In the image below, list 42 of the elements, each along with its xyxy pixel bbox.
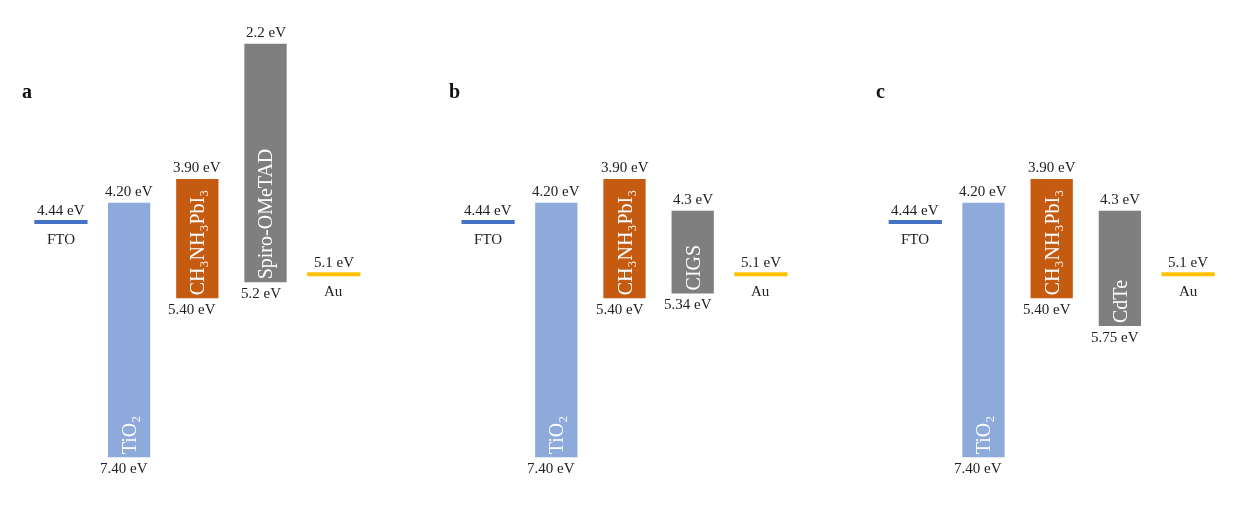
data-label: 4.44 eV (464, 202, 512, 218)
category-label: Au (1179, 283, 1198, 299)
category-label: TiO₂ (118, 415, 141, 455)
data-label: 4.3 eV (1100, 191, 1141, 207)
text: c (876, 80, 885, 102)
category-label: TiO₂ (545, 415, 568, 455)
data-label: 5.1 eV (1168, 254, 1209, 270)
data-label: 4.20 eV (532, 183, 580, 199)
text: b (449, 80, 461, 102)
data-label: 5.2 eV (241, 285, 282, 301)
data-label: 5.34 eV (664, 296, 712, 312)
category-label: Au (751, 283, 770, 299)
data-label: 5.75 eV (1091, 329, 1139, 345)
category-label: FTO (47, 231, 76, 247)
category-label: CdTe (1108, 279, 1131, 324)
category-label: FTO (901, 231, 930, 247)
category-label: Au (324, 283, 343, 299)
data-label: 3.90 eV (601, 159, 649, 175)
category-label: Spiro-OMeTAD (254, 148, 278, 280)
data-label: 4.20 eV (959, 183, 1007, 199)
category-label: CH₃NH₃PbI₃ (1040, 189, 1063, 296)
data-label: 4.44 eV (37, 202, 85, 218)
data-label: 5.40 eV (596, 301, 644, 317)
data-label: 5.1 eV (314, 254, 355, 270)
data-label: 7.40 eV (527, 460, 575, 476)
data-label: 5.40 eV (1023, 301, 1071, 317)
data-label: 4.20 eV (105, 183, 153, 199)
category-label: FTO (474, 231, 503, 247)
data-label: 2.2 eV (246, 24, 287, 40)
data-label: 7.40 eV (100, 460, 148, 476)
data-label: 3.90 eV (173, 159, 221, 175)
data-label: 5.40 eV (168, 301, 216, 317)
data-label: 3.90 eV (1028, 159, 1076, 175)
category-label: CH₃NH₃PbI₃ (186, 189, 209, 296)
data-label: 7.40 eV (954, 460, 1002, 476)
data-label: 5.1 eV (741, 254, 782, 270)
data-label: 4.3 eV (673, 191, 714, 207)
text: a (22, 80, 32, 102)
category-label: CH₃NH₃PbI₃ (613, 189, 636, 296)
category-label: CIGS (681, 244, 704, 291)
category-label: TiO₂ (972, 415, 995, 455)
data-label: 4.44 eV (891, 202, 939, 218)
